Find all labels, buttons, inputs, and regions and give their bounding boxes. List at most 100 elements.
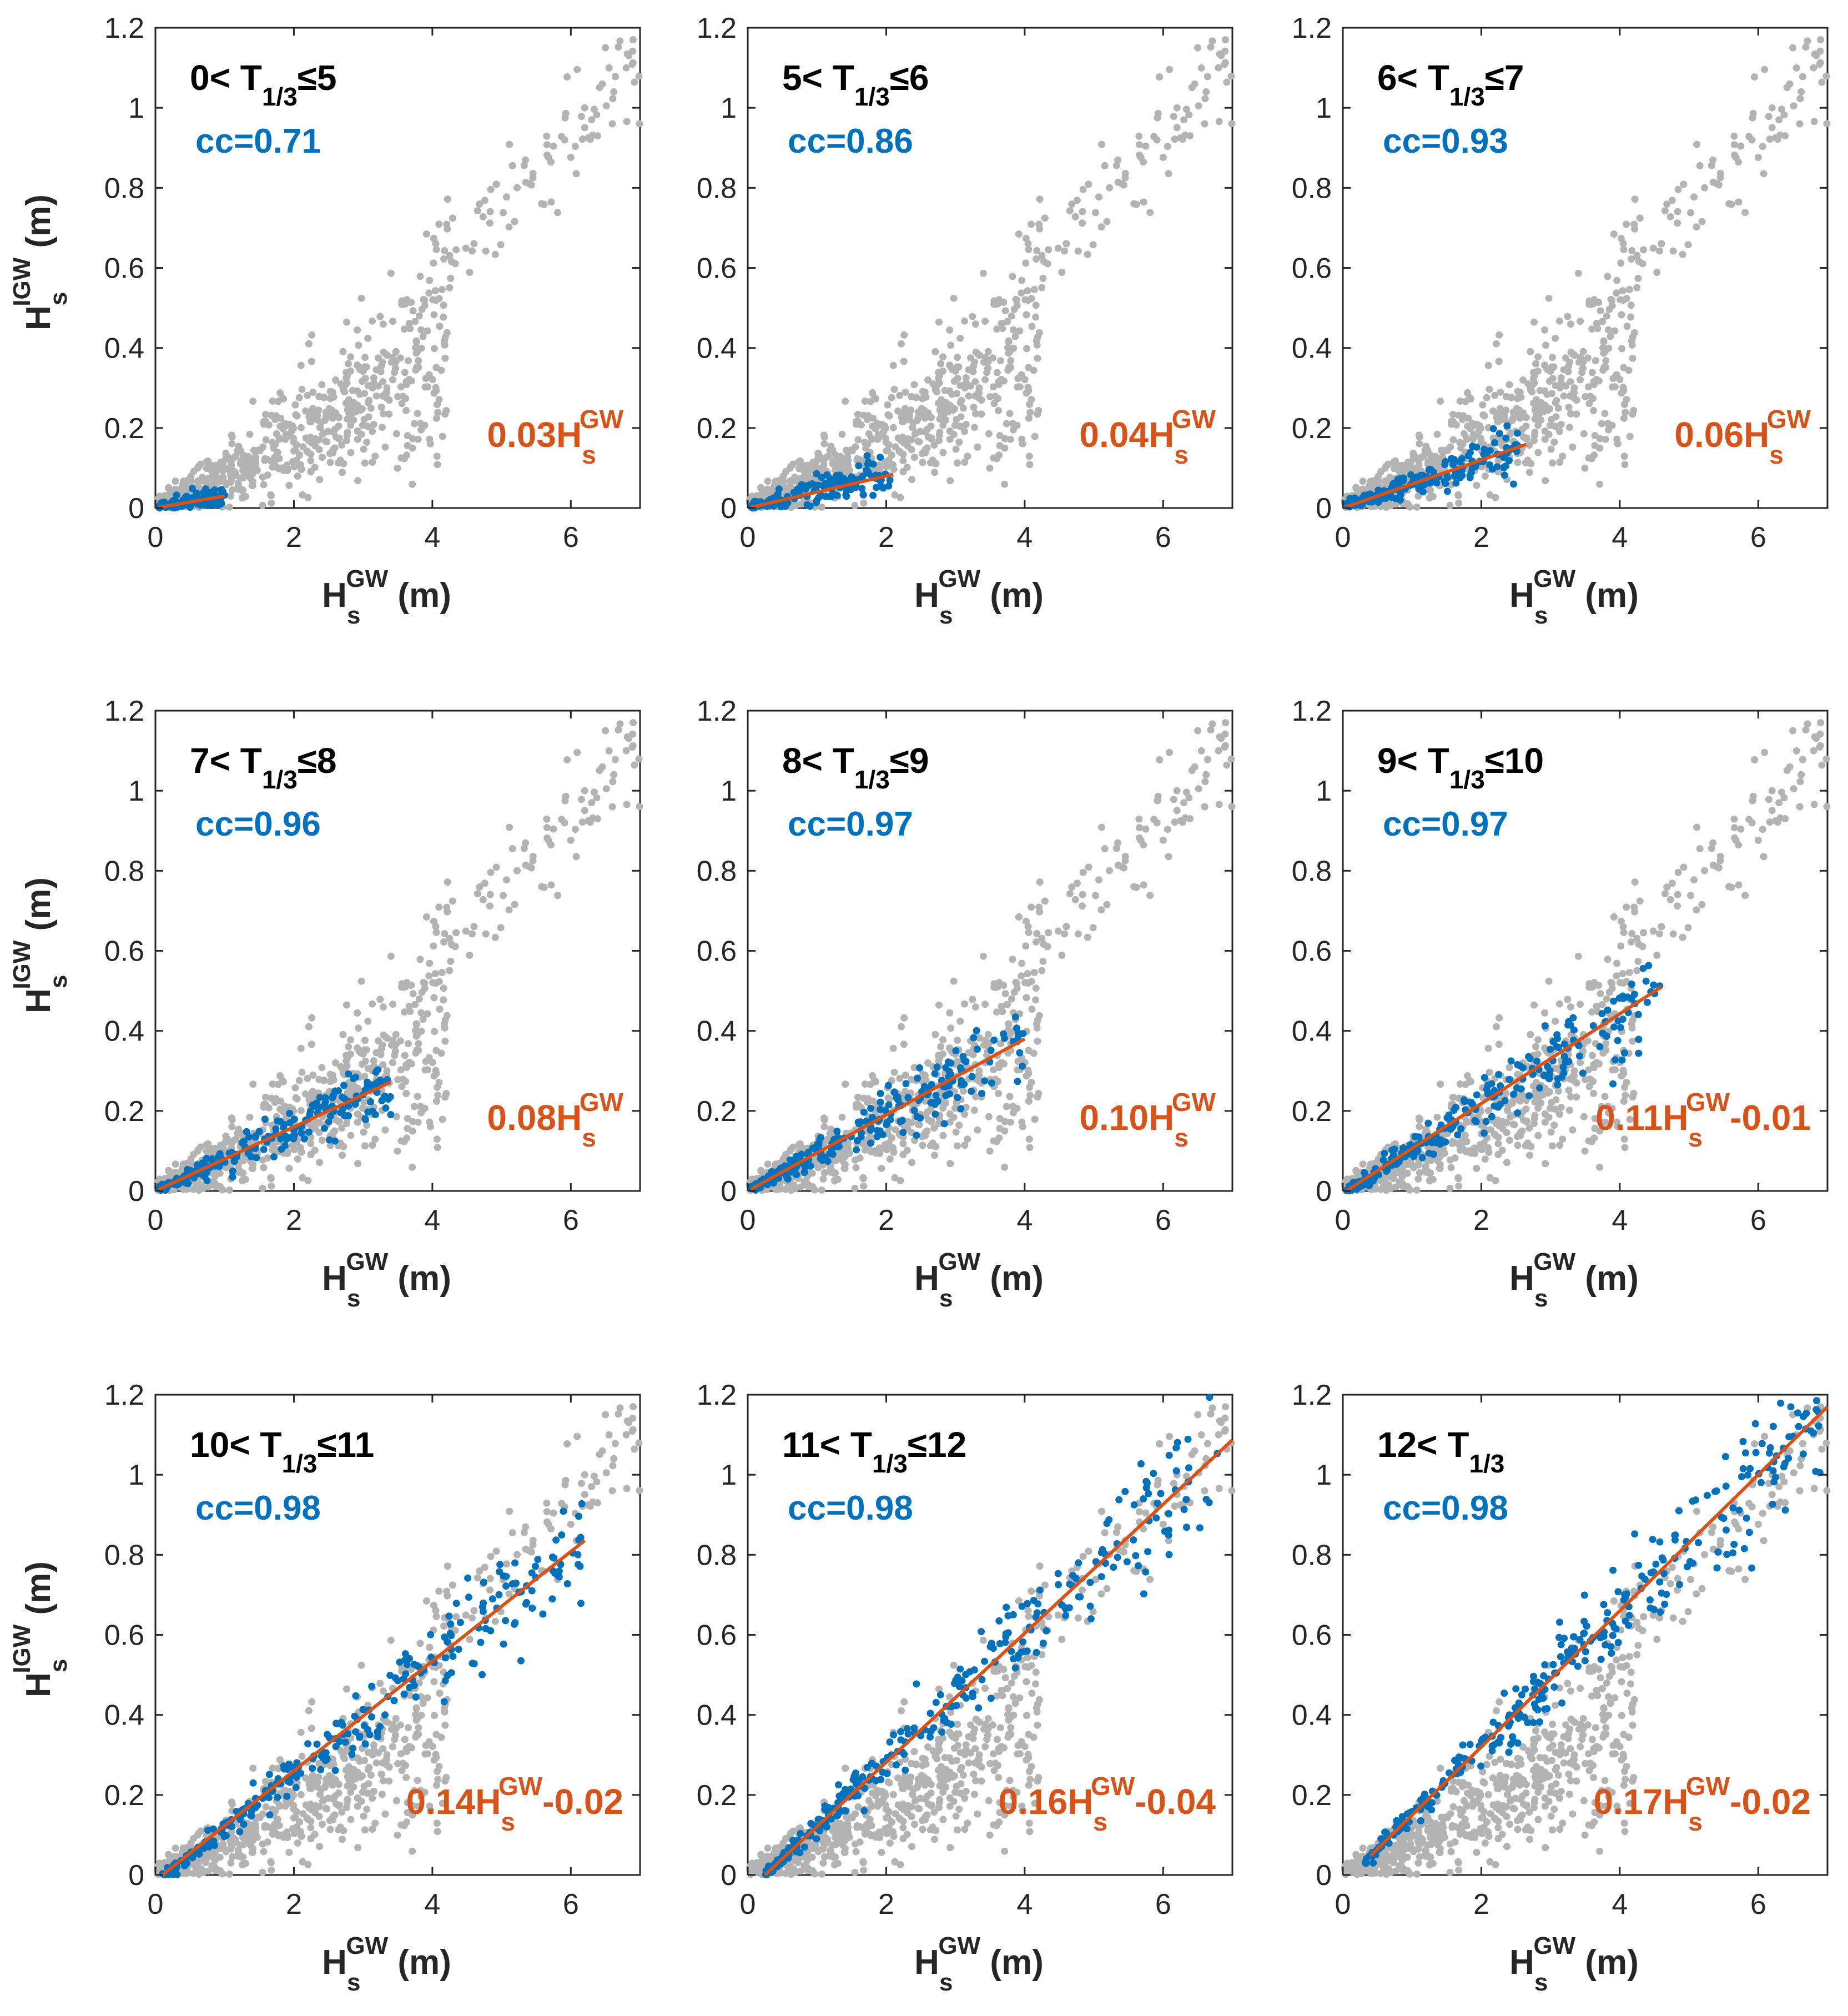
all-point bbox=[942, 416, 950, 424]
all-point bbox=[577, 113, 585, 120]
all-point bbox=[902, 1072, 909, 1079]
all-point bbox=[1404, 500, 1412, 507]
all-point bbox=[1068, 200, 1076, 208]
all-point bbox=[410, 1103, 418, 1110]
all-point bbox=[1166, 748, 1174, 756]
all-point bbox=[417, 344, 425, 352]
all-point bbox=[1180, 799, 1188, 807]
subset-point bbox=[252, 1132, 260, 1140]
subset-point bbox=[341, 1112, 349, 1119]
all-point bbox=[956, 334, 964, 342]
all-point bbox=[547, 198, 555, 206]
all-point bbox=[522, 156, 530, 164]
subset-point bbox=[286, 1109, 294, 1117]
all-point bbox=[369, 384, 376, 392]
all-point bbox=[435, 295, 443, 303]
all-point bbox=[486, 902, 494, 910]
all-point bbox=[1154, 114, 1161, 122]
all-point bbox=[1019, 1123, 1026, 1130]
all-point bbox=[360, 1128, 367, 1136]
all-point bbox=[984, 358, 992, 365]
all-point bbox=[1472, 433, 1479, 440]
all-point bbox=[1799, 73, 1806, 81]
all-point bbox=[1669, 247, 1677, 255]
all-point bbox=[1693, 223, 1700, 231]
subset-point bbox=[366, 1098, 374, 1105]
all-point bbox=[297, 1044, 305, 1052]
all-point bbox=[425, 1054, 433, 1062]
all-point bbox=[954, 1058, 961, 1065]
all-point bbox=[1449, 436, 1457, 444]
all-point bbox=[1390, 458, 1398, 466]
all-point bbox=[985, 1113, 993, 1120]
all-point bbox=[588, 799, 596, 807]
all-point bbox=[1001, 1127, 1009, 1135]
all-point bbox=[946, 477, 954, 485]
all-point bbox=[1018, 276, 1026, 284]
fit-sub: s bbox=[1769, 440, 1784, 469]
all-point bbox=[818, 1186, 825, 1194]
all-point bbox=[322, 409, 330, 416]
all-point bbox=[447, 274, 455, 282]
all-point bbox=[1554, 404, 1562, 412]
all-point bbox=[307, 457, 315, 465]
all-point bbox=[383, 1067, 391, 1075]
all-point bbox=[431, 287, 439, 295]
all-point bbox=[1092, 209, 1099, 217]
all-point bbox=[1574, 952, 1582, 960]
subset-point bbox=[193, 489, 200, 497]
all-point bbox=[1530, 437, 1538, 445]
subset-point bbox=[855, 462, 863, 470]
all-point bbox=[561, 797, 569, 805]
all-point bbox=[394, 1147, 401, 1155]
all-point bbox=[308, 412, 315, 420]
all-point bbox=[861, 398, 869, 405]
all-point bbox=[1030, 969, 1038, 976]
all-point bbox=[563, 73, 571, 81]
all-point bbox=[1618, 311, 1625, 319]
all-point bbox=[357, 977, 365, 985]
all-point bbox=[409, 307, 417, 315]
all-point bbox=[265, 1104, 273, 1112]
subset-point bbox=[800, 1169, 808, 1176]
all-point bbox=[868, 434, 875, 442]
all-point bbox=[623, 801, 631, 808]
subset-point bbox=[378, 1097, 386, 1104]
fit-line bbox=[751, 472, 894, 509]
all-point bbox=[981, 376, 989, 384]
all-point bbox=[900, 331, 908, 339]
all-point bbox=[1118, 863, 1126, 871]
all-point bbox=[819, 1175, 827, 1183]
all-point bbox=[1079, 219, 1086, 227]
plot-area-frame bbox=[747, 27, 1233, 509]
all-point bbox=[1221, 59, 1229, 67]
all-point bbox=[298, 385, 306, 393]
all-point bbox=[864, 440, 872, 448]
all-point bbox=[961, 317, 968, 325]
all-point bbox=[1028, 323, 1036, 330]
all-point bbox=[897, 1177, 904, 1184]
all-point bbox=[438, 969, 446, 976]
all-point bbox=[338, 441, 346, 449]
all-point bbox=[1197, 747, 1205, 755]
all-point bbox=[1629, 354, 1636, 362]
all-point bbox=[1749, 114, 1756, 122]
y-tick-label: 1.2 bbox=[697, 695, 737, 727]
all-point bbox=[1165, 853, 1172, 861]
all-point bbox=[1635, 258, 1643, 265]
subset-point bbox=[834, 479, 842, 486]
subset-point bbox=[1491, 439, 1498, 446]
all-point bbox=[295, 1077, 303, 1084]
all-point bbox=[567, 153, 575, 161]
all-point bbox=[1084, 250, 1091, 258]
all-point bbox=[405, 1058, 413, 1066]
all-point bbox=[908, 1159, 916, 1167]
x-tick-label: 4 bbox=[1016, 1204, 1033, 1236]
all-point bbox=[1015, 913, 1023, 921]
all-point bbox=[354, 326, 361, 334]
all-point bbox=[290, 463, 298, 471]
all-point bbox=[1481, 412, 1488, 420]
all-point bbox=[908, 393, 915, 400]
title-sub: 1/3 bbox=[262, 82, 298, 111]
subset-point bbox=[1486, 461, 1494, 469]
